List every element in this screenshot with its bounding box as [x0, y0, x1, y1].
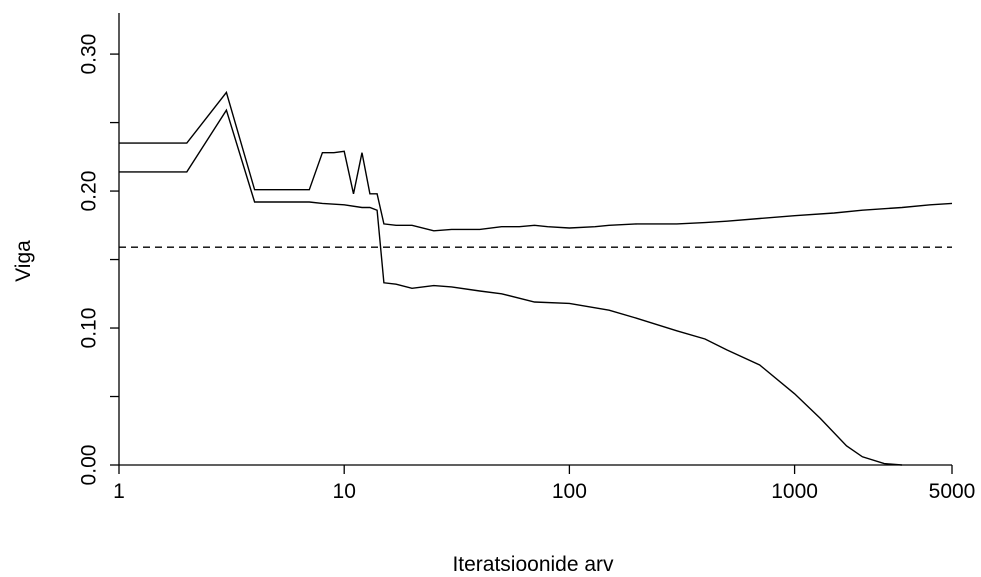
y-tick-label: 0.20: [77, 171, 100, 212]
y-tick-label: 0.00: [77, 445, 100, 486]
x-tick-label: 1: [113, 480, 125, 503]
series-group: [119, 90, 953, 466]
series-line-1: [119, 90, 953, 232]
x-tick-label: 100: [552, 480, 587, 503]
x-tick-label: 10: [333, 480, 356, 503]
y-tick-label: 0.30: [77, 34, 100, 75]
axes: 1 10 100 1000 5000 0.00 0.10 0.20 0.30: [77, 13, 975, 503]
y-axis-title: Viga: [12, 240, 35, 282]
x-tick-label: 5000: [929, 480, 976, 503]
x-axis-title: Iteratsioonide arv: [452, 553, 614, 576]
series-line-2: [119, 108, 903, 466]
y-tick-label: 0.10: [77, 308, 100, 349]
x-tick-label: 1000: [771, 480, 818, 503]
